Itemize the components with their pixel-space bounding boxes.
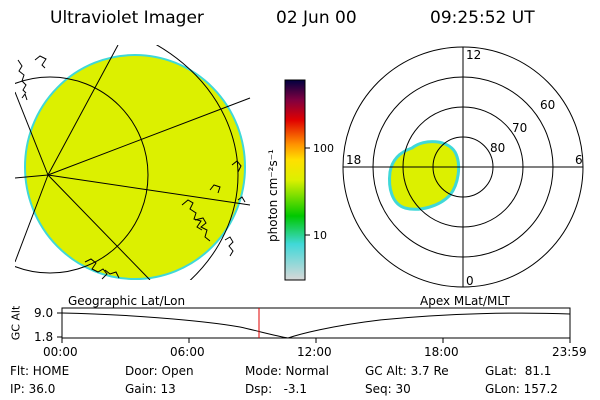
orbit-left-label: Geographic Lat/Lon	[68, 294, 186, 308]
observation-date: 02 Jun 00	[276, 8, 357, 28]
status-gc-alt: GC Alt: 3.7 Re	[365, 364, 449, 378]
colorbar-scale	[284, 79, 306, 281]
polar-plot: 12 18 6 0 60 70 80	[342, 46, 584, 288]
colorbar-unit-label: photon cm⁻²s⁻¹	[266, 149, 280, 242]
lat-label-70: 70	[512, 121, 527, 135]
status-seq: Seq: 30	[365, 382, 411, 396]
status-flt: Flt: HOME	[10, 364, 70, 378]
orbit-x-tick-3: 18:00	[424, 345, 459, 359]
orbit-plot	[57, 307, 571, 343]
colorbar: 100 10 photon cm⁻²s⁻¹	[266, 79, 334, 281]
instrument-title: Ultraviolet Imager	[50, 8, 204, 28]
geographic-image	[15, 45, 251, 280]
orbit-y-axis-label: GC Alt	[9, 305, 23, 341]
status-glat: GLat: 81.1	[485, 364, 552, 378]
orbit-right-label: Apex MLat/MLT	[420, 294, 510, 308]
altitude-curve	[61, 312, 571, 339]
lat-label-60: 60	[540, 98, 555, 112]
orbit-x-tick-1: 06:00	[170, 345, 205, 359]
status-door: Door: Open	[125, 364, 194, 378]
emission-disk	[24, 54, 246, 280]
status-dsp: Dsp: -3.1	[245, 382, 308, 396]
colorbar-tick-10: 10	[313, 229, 327, 242]
observation-time: 09:25:52 UT	[430, 8, 535, 28]
mlt-label-12: 12	[466, 48, 481, 62]
longitude-lines	[15, 45, 251, 280]
lat-circle-inner	[15, 76, 149, 274]
orbit-plot-frame	[61, 307, 571, 339]
mlt-label-0: 0	[466, 274, 474, 288]
orbit-y-tick-top: 9.0	[34, 306, 54, 320]
coastlines	[17, 55, 246, 280]
orbit-x-tick-4: 23:59	[552, 345, 587, 359]
status-ip: IP: 36.0	[10, 382, 56, 396]
colorbar-tick-100: 100	[313, 142, 334, 155]
lat-label-80: 80	[490, 141, 505, 155]
orbit-x-tick-0: 00:00	[43, 345, 78, 359]
status-glon: GLon: 157.2	[485, 382, 558, 396]
mlt-label-18: 18	[346, 153, 361, 167]
orbit-x-tick-2: 12:00	[297, 345, 332, 359]
lat-circle-outer	[155, 45, 239, 280]
auroral-oval	[388, 140, 461, 211]
orbit-y-tick-bottom: 1.8	[34, 330, 54, 344]
mlt-label-6: 6	[575, 153, 583, 167]
status-gain: Gain: 13	[125, 382, 176, 396]
status-mode: Mode: Normal	[245, 364, 329, 378]
